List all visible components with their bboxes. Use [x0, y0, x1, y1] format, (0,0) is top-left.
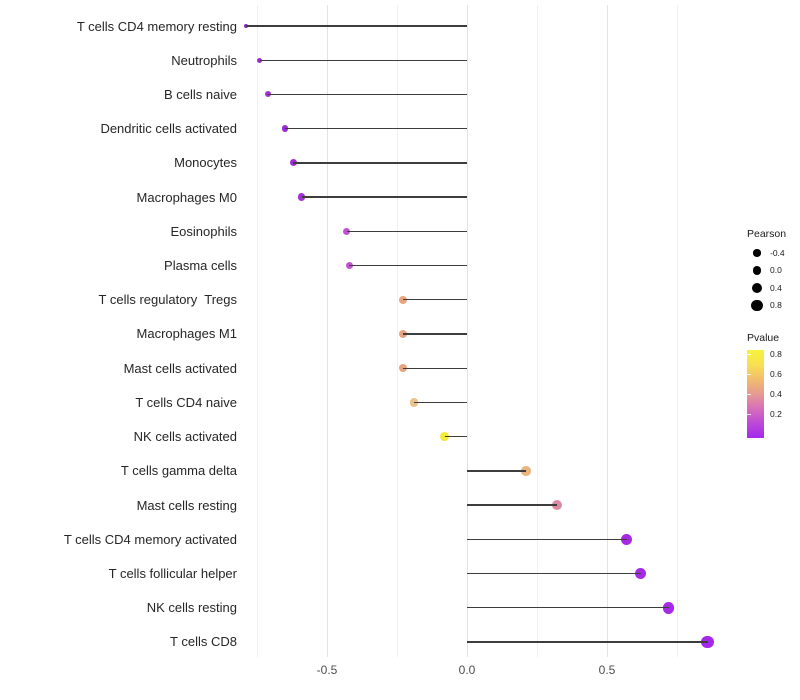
category-label: Eosinophils: [170, 223, 238, 239]
lollipop-stem: [285, 127, 467, 130]
legend-colorbar-tick: [747, 414, 751, 415]
category-label: Plasma cells: [164, 258, 237, 274]
legend-size-label: 0.0: [770, 265, 782, 276]
x-axis-tick-label: 0.0: [458, 663, 476, 677]
category-label: Mast cells resting: [136, 497, 237, 513]
category-label: T cells CD4 memory resting: [76, 18, 237, 34]
lollipop-stem: [467, 538, 627, 540]
lollipop-stem: [349, 264, 467, 267]
lollipop-stem: [268, 93, 467, 96]
x-axis-tick-label: 0.5: [598, 663, 616, 677]
category-label: NK cells activated: [133, 429, 237, 445]
legend-size-dot: [753, 249, 761, 257]
category-label: Neutrophils: [171, 52, 237, 68]
legend-size-dot: [752, 266, 762, 275]
legend-colorbar-tick-label: 0.8: [770, 349, 782, 359]
legend-pearson-title: Pearson: [747, 228, 787, 240]
lollipop-stem: [301, 196, 467, 198]
legend-colorbar-tick: [747, 374, 751, 375]
lollipop-stem: [402, 333, 467, 335]
legend-pvalue-title: Pvalue: [747, 332, 780, 344]
lollipop-stem: [293, 162, 467, 164]
lollipop-stem: [467, 470, 526, 472]
legend-colorbar-tick-label: 0.6: [770, 369, 782, 379]
gridline-minor: [536, 5, 538, 657]
lollipop-stem: [346, 230, 467, 232]
lollipop-dot: [635, 567, 647, 580]
legend-size-dot: [751, 299, 763, 311]
category-label: Mast cells activated: [123, 360, 237, 376]
gridline-minor: [676, 5, 678, 657]
lollipop-stem: [413, 401, 467, 404]
legend-size-label: -0.4: [770, 248, 785, 258]
legend-colorbar: [747, 350, 764, 438]
lollipop-dot: [662, 601, 675, 614]
legend-size-dot: [752, 282, 762, 293]
gridline-major: [326, 5, 328, 657]
category-label: T cells CD4 memory activated: [63, 531, 237, 547]
lollipop-dot: [257, 57, 263, 63]
category-label: Macrophages M0: [136, 189, 237, 205]
category-label: T cells regulatory Tregs: [98, 292, 237, 308]
category-label: Monocytes: [174, 155, 237, 171]
legend-colorbar-tick: [747, 394, 751, 395]
legend-colorbar-tick: [747, 354, 751, 355]
lollipop-stem: [259, 59, 467, 61]
lollipop-stem: [467, 641, 708, 643]
legend-size-label: 0.4: [770, 282, 782, 293]
category-label: Macrophages M1: [136, 326, 237, 342]
legend-colorbar-tick-label: 0.4: [770, 389, 782, 399]
gridline-major: [466, 5, 468, 657]
lollipop-stem: [444, 435, 467, 438]
lollipop-dot: [551, 500, 562, 511]
lollipop-stem: [467, 504, 557, 506]
category-label: T cells follicular helper: [108, 566, 237, 582]
lollipop-stem: [402, 367, 467, 369]
category-label: T cells CD8: [170, 634, 237, 650]
gridline-minor: [396, 5, 398, 657]
lollipop-stem: [467, 607, 669, 609]
category-label: NK cells resting: [146, 600, 237, 616]
x-axis-tick-label: -0.5: [316, 663, 338, 677]
legend-colorbar-tick-label: 0.2: [770, 409, 782, 419]
gridline-major: [606, 5, 608, 657]
category-label: T cells CD4 naive: [135, 394, 237, 410]
legend-size-label: 0.8: [770, 300, 782, 311]
category-label: B cells naive: [164, 86, 237, 102]
lollipop-stem: [245, 25, 467, 27]
lollipop-stem: [402, 299, 467, 301]
lollipop-dot: [298, 193, 306, 201]
lollipop-stem: [467, 572, 641, 575]
lollipop-dot: [281, 125, 289, 132]
category-label: Dendritic cells activated: [100, 121, 237, 137]
category-label: T cells gamma delta: [120, 463, 237, 479]
gridline-minor: [256, 5, 258, 657]
lollipop-dot: [440, 432, 450, 442]
